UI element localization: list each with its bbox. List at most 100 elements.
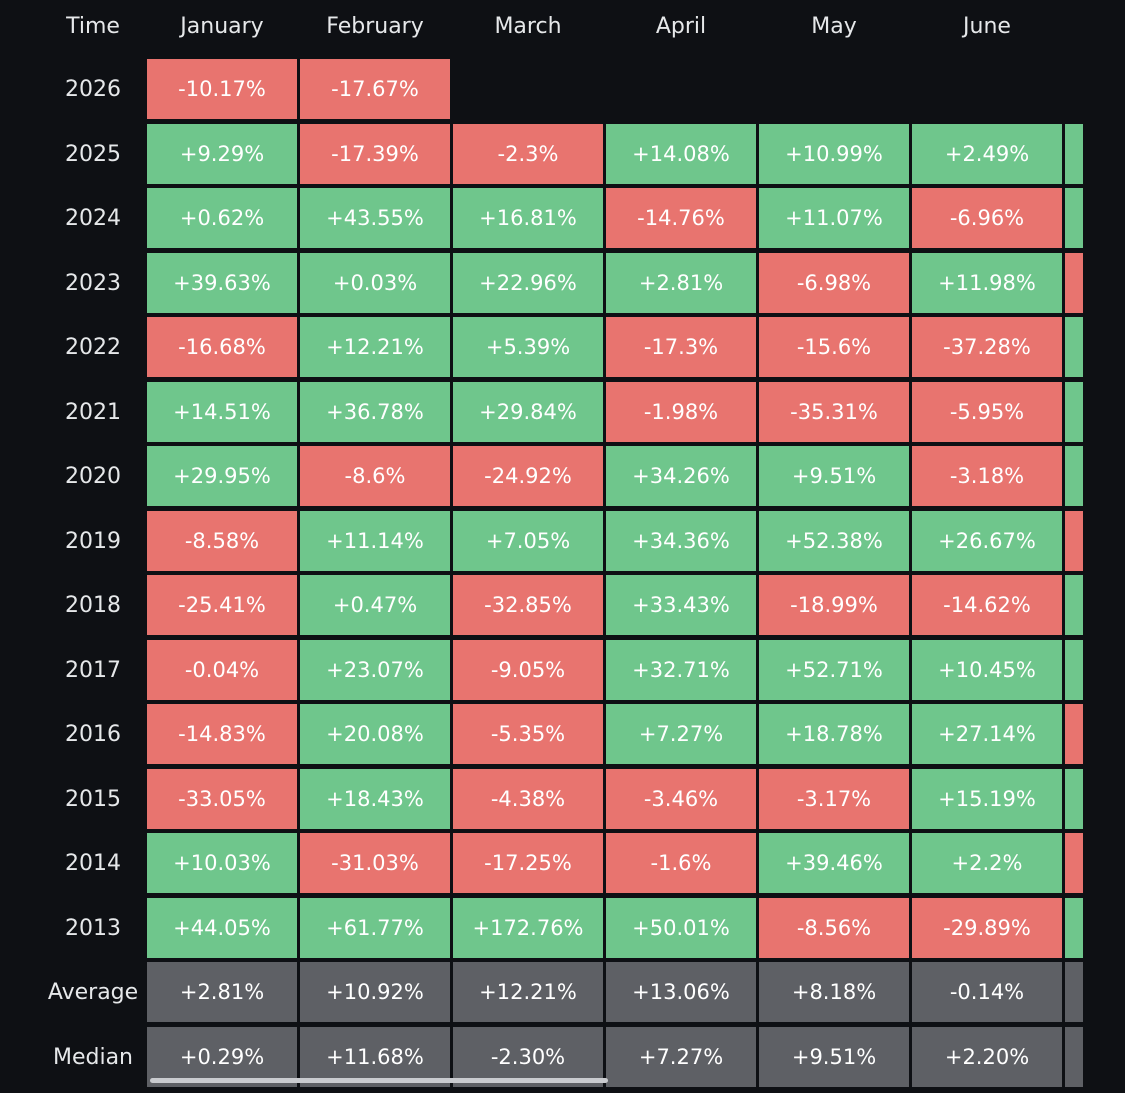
month-header-june: June bbox=[963, 13, 1011, 39]
summary-label-average: Average bbox=[47, 979, 139, 1005]
return-cell: -4.38% bbox=[453, 769, 603, 829]
return-cell: +14.51% bbox=[147, 382, 297, 442]
next-month-summary-partial bbox=[1065, 962, 1083, 1022]
return-cell: +52.71% bbox=[759, 640, 909, 700]
return-cell: -29.89% bbox=[912, 898, 1062, 958]
return-cell: +32.71% bbox=[606, 640, 756, 700]
return-cell: +11.98% bbox=[912, 253, 1062, 313]
return-cell: +2.49% bbox=[912, 124, 1062, 184]
return-cell: -32.85% bbox=[453, 575, 603, 635]
return-cell: +0.62% bbox=[147, 188, 297, 248]
month-header-february: February bbox=[326, 13, 424, 39]
year-label-2014: 2014 bbox=[65, 850, 121, 876]
return-cell: -0.04% bbox=[147, 640, 297, 700]
next-month-cell-partial bbox=[1065, 253, 1083, 313]
return-cell: -14.76% bbox=[606, 188, 756, 248]
return-cell: -3.18% bbox=[912, 446, 1062, 506]
return-cell: -17.25% bbox=[453, 833, 603, 893]
next-month-cell-partial bbox=[1065, 382, 1083, 442]
next-month-cell-partial bbox=[1065, 511, 1083, 571]
average-cell: +12.21% bbox=[453, 962, 603, 1022]
return-cell: +34.36% bbox=[606, 511, 756, 571]
median-cell: +7.27% bbox=[606, 1027, 756, 1087]
return-cell: +11.07% bbox=[759, 188, 909, 248]
return-cell: -1.6% bbox=[606, 833, 756, 893]
median-cell: +2.20% bbox=[912, 1027, 1062, 1087]
return-cell: -37.28% bbox=[912, 317, 1062, 377]
average-cell: -0.14% bbox=[912, 962, 1062, 1022]
median-cell: +11.68% bbox=[300, 1027, 450, 1087]
return-cell: +44.05% bbox=[147, 898, 297, 958]
return-cell: -3.46% bbox=[606, 769, 756, 829]
return-cell: -25.41% bbox=[147, 575, 297, 635]
next-month-cell-partial bbox=[1065, 317, 1083, 377]
year-label-2018: 2018 bbox=[65, 592, 121, 618]
return-cell: +12.21% bbox=[300, 317, 450, 377]
return-cell: +36.78% bbox=[300, 382, 450, 442]
year-label-2015: 2015 bbox=[65, 786, 121, 812]
year-label-2013: 2013 bbox=[65, 915, 121, 941]
return-cell: -1.98% bbox=[606, 382, 756, 442]
return-cell: -6.96% bbox=[912, 188, 1062, 248]
return-cell: +18.43% bbox=[300, 769, 450, 829]
year-label-2022: 2022 bbox=[65, 334, 121, 360]
time-header: Time bbox=[66, 13, 120, 39]
return-cell: -33.05% bbox=[147, 769, 297, 829]
return-cell: +9.51% bbox=[759, 446, 909, 506]
return-cell: +15.19% bbox=[912, 769, 1062, 829]
return-cell: -24.92% bbox=[453, 446, 603, 506]
month-header-april: April bbox=[655, 13, 707, 39]
return-cell: -8.58% bbox=[147, 511, 297, 571]
return-cell: +22.96% bbox=[453, 253, 603, 313]
return-cell: +23.07% bbox=[300, 640, 450, 700]
return-cell: -14.62% bbox=[912, 575, 1062, 635]
return-cell: +29.84% bbox=[453, 382, 603, 442]
next-month-cell-partial bbox=[1065, 188, 1083, 248]
next-month-cell-partial bbox=[1065, 769, 1083, 829]
return-cell: +0.47% bbox=[300, 575, 450, 635]
return-cell: +50.01% bbox=[606, 898, 756, 958]
return-cell: +11.14% bbox=[300, 511, 450, 571]
return-cell: +16.81% bbox=[453, 188, 603, 248]
return-cell: +172.76% bbox=[453, 898, 603, 958]
return-cell: -6.98% bbox=[759, 253, 909, 313]
average-cell: +13.06% bbox=[606, 962, 756, 1022]
return-cell: -17.39% bbox=[300, 124, 450, 184]
return-cell: -18.99% bbox=[759, 575, 909, 635]
return-cell: +43.55% bbox=[300, 188, 450, 248]
next-month-cell-partial bbox=[1065, 704, 1083, 764]
return-cell: +2.2% bbox=[912, 833, 1062, 893]
return-cell: +5.39% bbox=[453, 317, 603, 377]
return-cell: -8.6% bbox=[300, 446, 450, 506]
month-header-may: May bbox=[811, 13, 857, 39]
return-cell: +9.29% bbox=[147, 124, 297, 184]
return-cell: +39.46% bbox=[759, 833, 909, 893]
return-cell: +2.81% bbox=[606, 253, 756, 313]
year-label-2016: 2016 bbox=[65, 721, 121, 747]
return-cell: -9.05% bbox=[453, 640, 603, 700]
year-label-2023: 2023 bbox=[65, 270, 121, 296]
return-cell: -17.3% bbox=[606, 317, 756, 377]
median-cell: +9.51% bbox=[759, 1027, 909, 1087]
return-cell: +34.26% bbox=[606, 446, 756, 506]
return-cell: +18.78% bbox=[759, 704, 909, 764]
month-header-january: January bbox=[180, 13, 264, 39]
return-cell: -15.6% bbox=[759, 317, 909, 377]
median-cell: +0.29% bbox=[147, 1027, 297, 1087]
return-cell: +26.67% bbox=[912, 511, 1062, 571]
horizontal-scrollbar[interactable] bbox=[150, 1078, 608, 1083]
next-month-cell-partial bbox=[1065, 124, 1083, 184]
summary-label-median: Median bbox=[52, 1044, 134, 1070]
return-cell: -8.56% bbox=[759, 898, 909, 958]
next-month-cell-partial bbox=[1065, 575, 1083, 635]
average-cell: +10.92% bbox=[300, 962, 450, 1022]
next-month-summary-partial bbox=[1065, 1027, 1083, 1087]
return-cell: -14.83% bbox=[147, 704, 297, 764]
return-cell: -16.68% bbox=[147, 317, 297, 377]
next-month-cell-partial bbox=[1065, 833, 1083, 893]
return-cell: -10.17% bbox=[147, 59, 297, 119]
return-cell: -2.3% bbox=[453, 124, 603, 184]
return-cell: +27.14% bbox=[912, 704, 1062, 764]
year-label-2020: 2020 bbox=[65, 463, 121, 489]
return-cell: -17.67% bbox=[300, 59, 450, 119]
